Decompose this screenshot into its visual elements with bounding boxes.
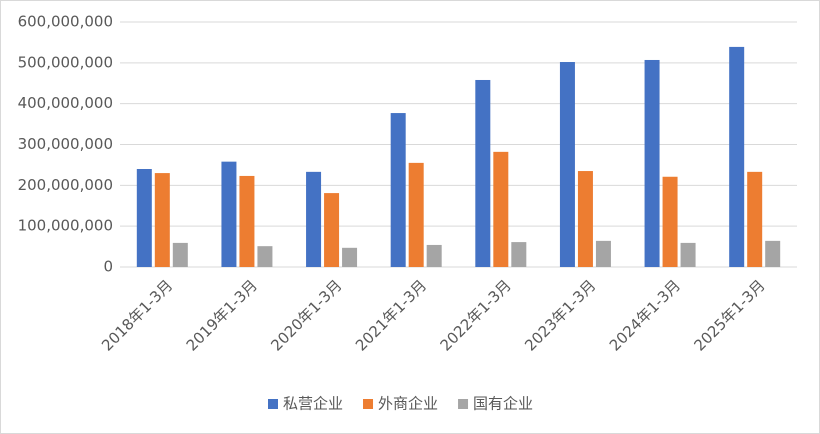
y-tick-label: 500,000,000 xyxy=(18,53,113,71)
bar xyxy=(729,46,745,268)
bar xyxy=(747,171,763,267)
legend-swatch xyxy=(363,399,374,409)
bar xyxy=(257,246,273,267)
legend-label: 国有企业 xyxy=(473,395,533,413)
y-tick-label: 200,000,000 xyxy=(18,176,113,194)
bar xyxy=(493,151,509,267)
y-tick-label: 100,000,000 xyxy=(18,217,113,235)
bar xyxy=(221,161,237,267)
legend-swatch xyxy=(268,399,278,409)
bar xyxy=(559,62,575,268)
bar xyxy=(390,113,406,267)
bar xyxy=(644,59,660,267)
bar xyxy=(662,176,678,267)
bar xyxy=(680,242,696,267)
legend-swatch xyxy=(458,399,469,409)
bar xyxy=(342,247,358,267)
bar xyxy=(475,79,491,267)
y-tick-label: 400,000,000 xyxy=(18,94,113,112)
bar xyxy=(511,242,527,267)
bar xyxy=(172,242,188,267)
bar xyxy=(154,173,170,267)
legend-label: 外商企业 xyxy=(378,395,438,413)
bar xyxy=(136,169,152,267)
y-tick-label: 0 xyxy=(103,258,113,276)
bar xyxy=(595,240,611,267)
y-tick-label: 600,000,000 xyxy=(18,13,113,31)
bar xyxy=(765,240,781,267)
bar xyxy=(324,193,340,267)
legend-label: 私营企业 xyxy=(283,395,343,413)
y-tick-label: 300,000,000 xyxy=(18,135,113,153)
bar xyxy=(306,171,322,267)
bar xyxy=(408,162,424,267)
bar xyxy=(426,244,442,267)
bar xyxy=(239,175,255,267)
bar xyxy=(577,171,593,267)
